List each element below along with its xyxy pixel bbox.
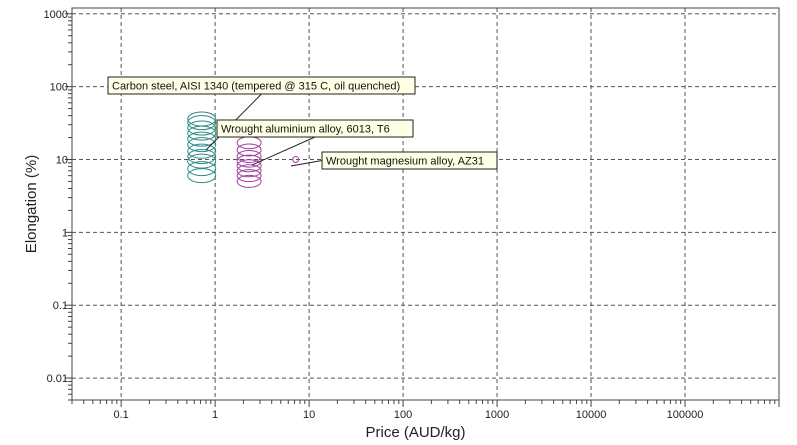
series-1	[236, 136, 262, 188]
annotation-leader	[290, 160, 323, 167]
annotation-label: Wrought magnesium alloy, AZ31	[326, 156, 484, 168]
series-0	[187, 111, 217, 184]
data-point	[187, 143, 217, 159]
y-tick-label: 1	[62, 227, 68, 239]
data-point	[187, 161, 217, 177]
y-tick-label: 1000	[44, 9, 68, 21]
x-tick-label: 100	[394, 409, 412, 421]
x-tick-label: 1000	[485, 409, 509, 421]
annotation-2: Wrought magnesium alloy, AZ31	[290, 151, 498, 170]
annotation-box	[107, 76, 416, 95]
data-point	[236, 149, 262, 163]
data-point	[236, 143, 262, 157]
data-point	[236, 169, 262, 183]
annotation-label: Wrought aluminium alloy, 6013, T6	[221, 124, 390, 136]
data-point	[236, 174, 262, 188]
y-tick-label: 10	[56, 154, 68, 166]
annotation-0: Carbon steel, AISI 1340 (tempered @ 315 …	[107, 76, 416, 151]
annotation-label: Carbon steel, AISI 1340 (tempered @ 315 …	[112, 81, 400, 93]
series-2	[292, 155, 300, 163]
data-point	[187, 148, 217, 164]
data-point	[187, 120, 217, 136]
x-tick-label: 10000	[576, 409, 607, 421]
x-tick-label: 100000	[667, 409, 704, 421]
x-tick-label: 0.1	[113, 409, 128, 421]
data-point	[187, 168, 217, 184]
annotation-leader	[251, 136, 316, 166]
x-tick-label: 10	[303, 409, 315, 421]
data-point	[292, 155, 300, 163]
axis-ticks	[65, 13, 780, 407]
grid-lines	[72, 8, 779, 400]
data-point	[236, 159, 262, 173]
plot-frame	[71, 7, 780, 401]
y-tick-label: 0.01	[47, 373, 68, 385]
data-point	[187, 137, 217, 153]
annotation-box	[321, 151, 498, 170]
annotation-box	[216, 119, 414, 138]
data-point	[187, 131, 217, 147]
data-point	[236, 164, 262, 178]
data-point	[236, 136, 262, 150]
x-axis-title: Price (AUD/kg)	[365, 424, 465, 441]
y-axis-title: Elongation (%)	[23, 155, 40, 253]
annotation-1: Wrought aluminium alloy, 6013, T6	[216, 119, 414, 166]
data-point	[187, 115, 217, 131]
y-tick-label: 0.1	[53, 300, 68, 312]
data-point	[187, 153, 217, 169]
x-tick-label: 1	[212, 409, 218, 421]
data-point	[187, 111, 217, 127]
y-tick-label: 100	[50, 82, 68, 94]
